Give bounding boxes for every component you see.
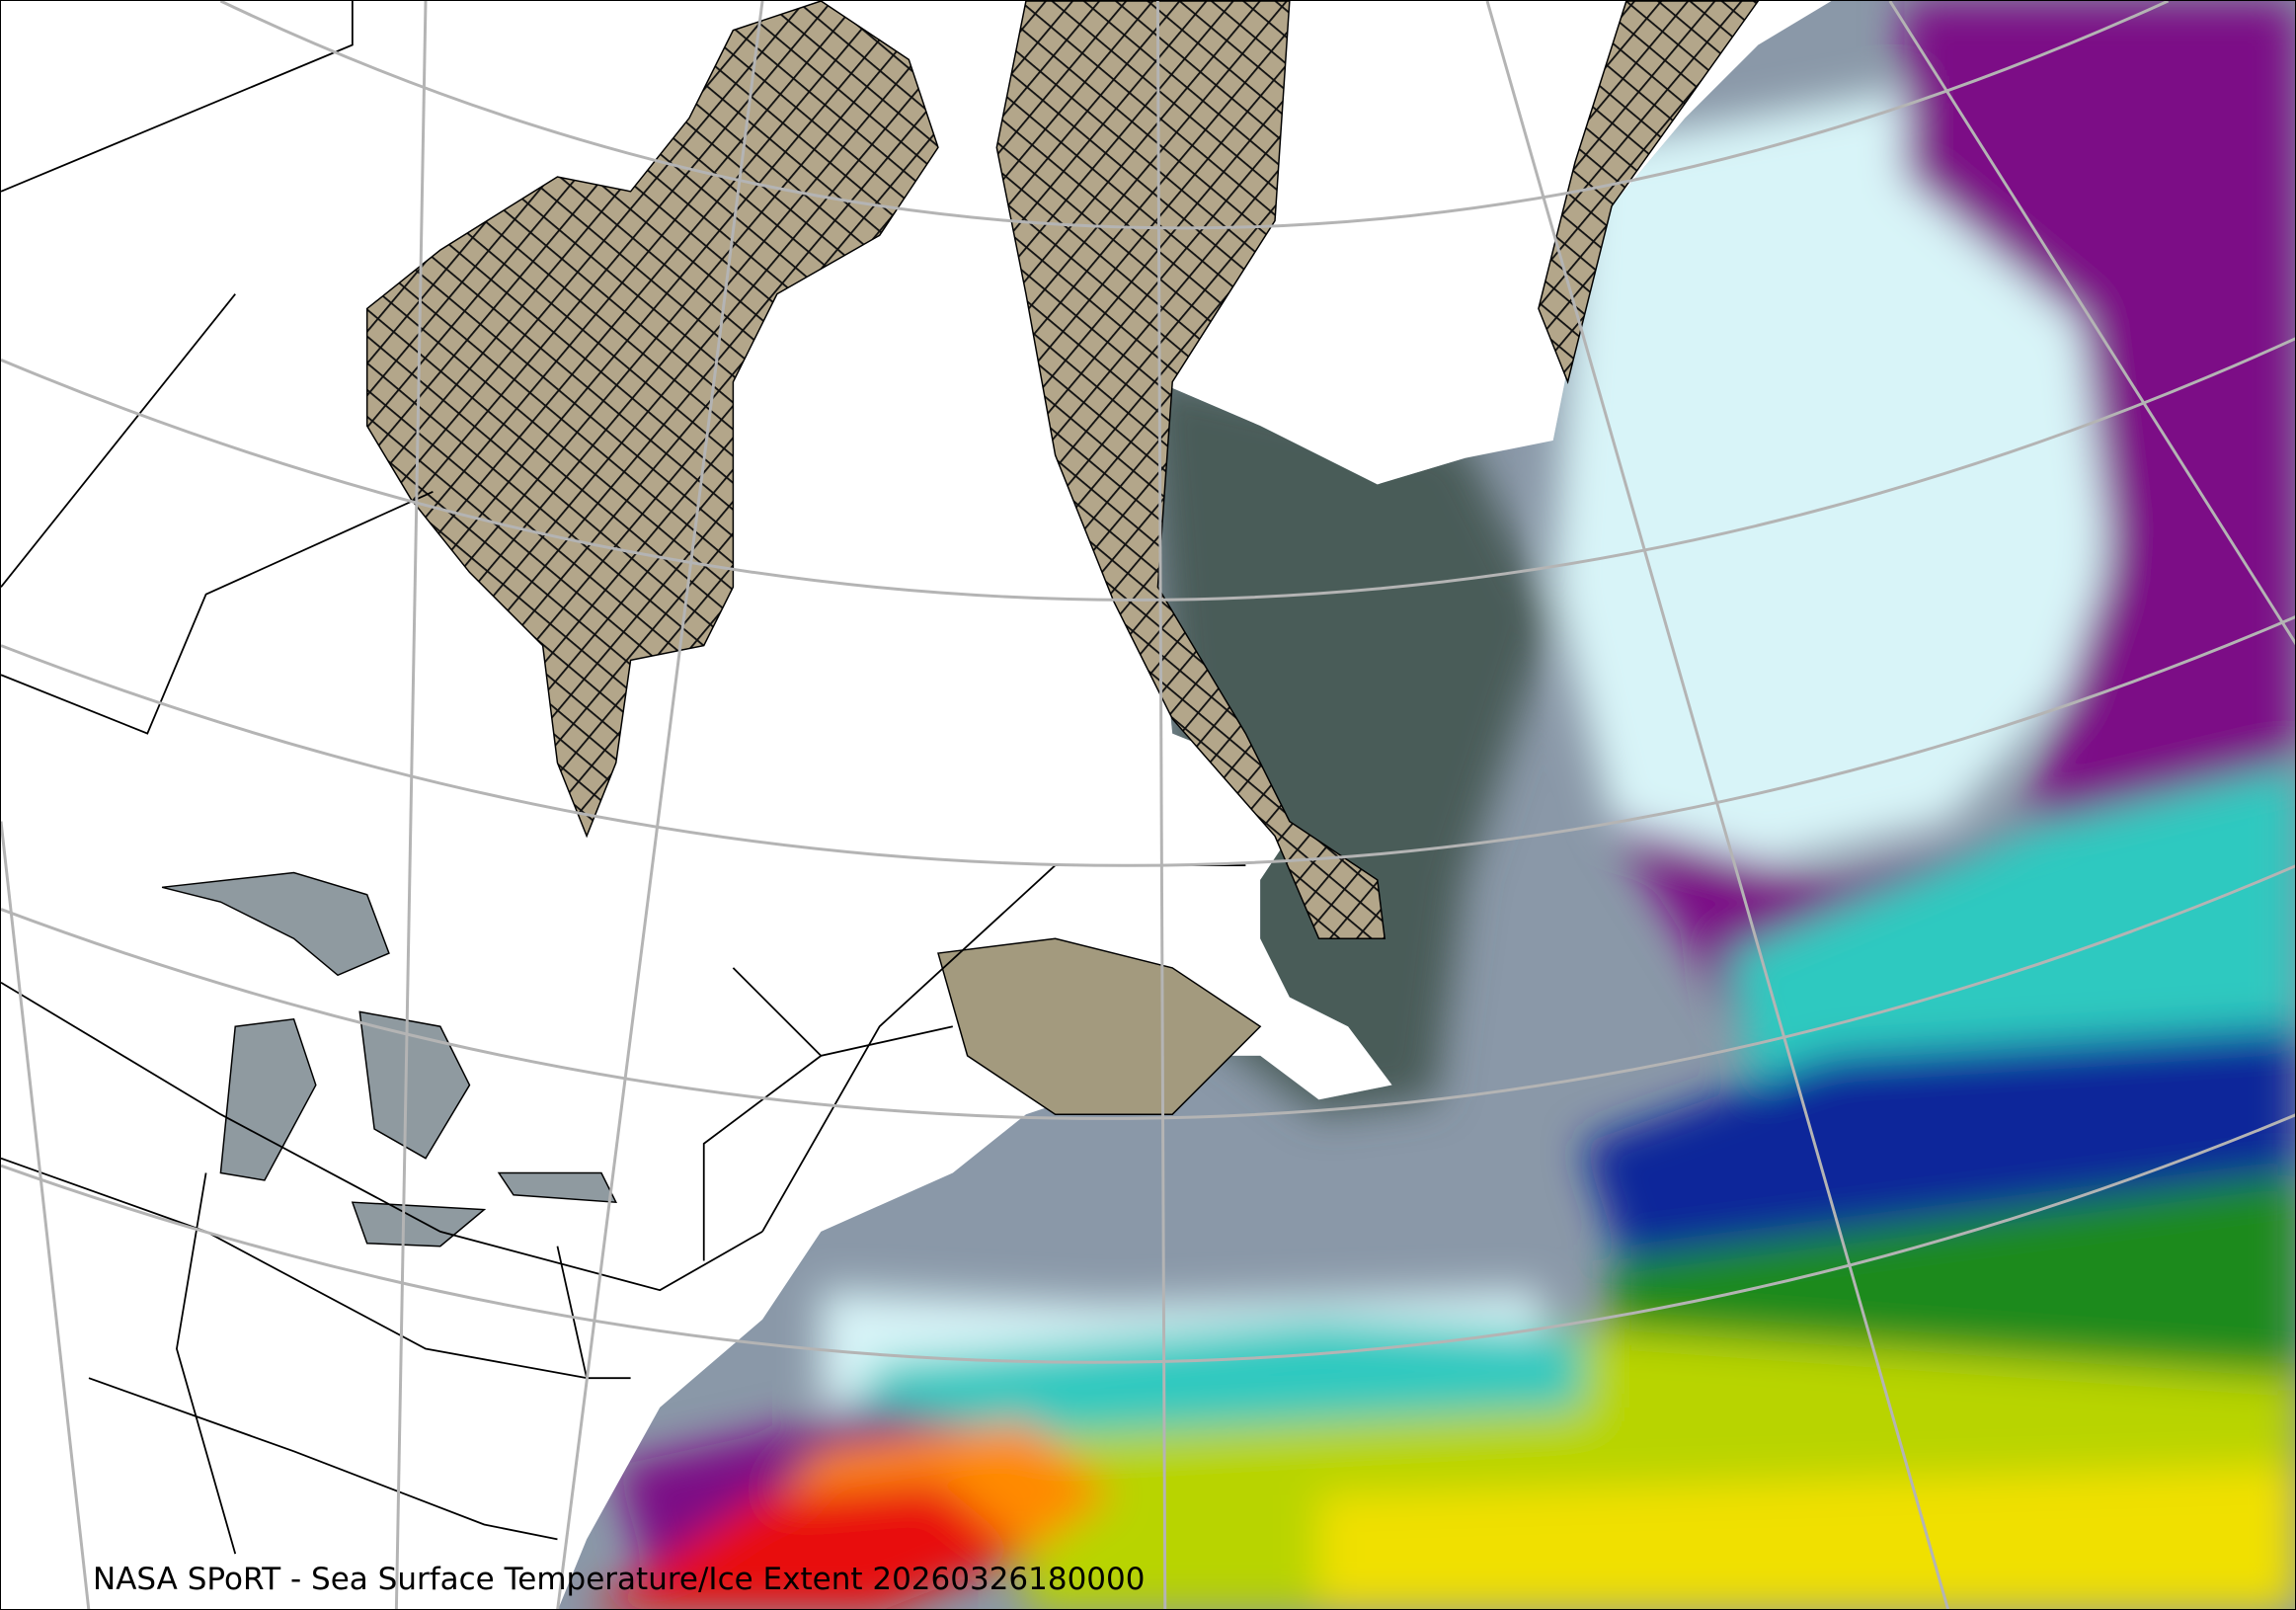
labrador-ice bbox=[995, 1, 1386, 939]
gulf-st-lawrence bbox=[937, 937, 1262, 1115]
map-caption: NASA SPoRT - Sea Surface Temperature/Ice… bbox=[93, 1562, 1146, 1597]
great-lakes bbox=[161, 871, 618, 1248]
hudson-bay-ice bbox=[365, 1, 939, 839]
